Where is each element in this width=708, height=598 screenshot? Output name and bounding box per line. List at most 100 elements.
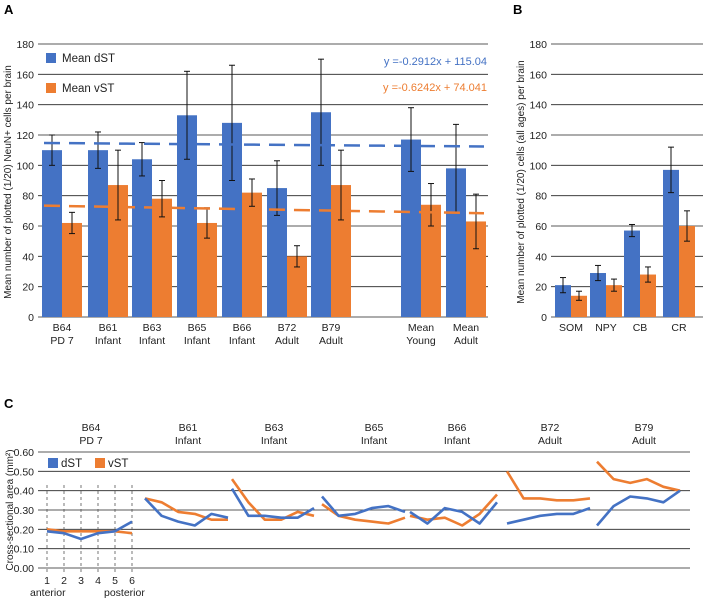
x-end-label-anterior: anterior	[30, 587, 66, 598]
y-tick-label: 60	[535, 221, 547, 233]
legend-label-vst: Mean vST	[62, 83, 114, 95]
x-tick-label: 1	[44, 575, 50, 587]
bar-vst	[331, 185, 351, 317]
group-label: Infant	[444, 435, 470, 447]
y-tick-label: 160	[16, 69, 34, 81]
y-tick-label: 160	[529, 69, 547, 81]
y-tick-label: 0.50	[14, 466, 35, 478]
y-tick-label: 80	[535, 191, 547, 203]
trendline-equation-dst: y =-0.2912x + 115.04	[384, 56, 487, 68]
bar-vst	[287, 256, 307, 317]
y-tick-label: 0	[28, 312, 34, 324]
panel-label-c: C	[4, 396, 14, 411]
y-tick-label: 100	[529, 160, 547, 172]
x-tick-label: PD 7	[50, 335, 74, 347]
legend-label-vst: vST	[108, 458, 128, 470]
y-tick-label: 120	[16, 130, 34, 142]
trendline-equation-vst: y =-0.6242x + 74.041	[383, 82, 487, 94]
y-tick-label: 0.40	[14, 486, 35, 498]
bar-dst	[267, 188, 287, 317]
bar-dst	[222, 122, 242, 317]
x-tick-label: B79	[322, 322, 341, 334]
line-dst	[46, 520, 133, 541]
x-tick-label: Young	[406, 335, 436, 347]
x-tick-label: NPY	[595, 322, 617, 334]
bar-dst	[177, 115, 197, 318]
bar-vst	[679, 226, 695, 317]
x-tick-label: Adult	[319, 335, 343, 347]
y-tick-label: 0.30	[14, 505, 35, 517]
line-dst	[409, 501, 499, 525]
y-tick-label: 0.00	[14, 563, 35, 575]
line-dst	[596, 489, 681, 527]
y-tick-label: 180	[529, 39, 547, 51]
x-tick-label: 2	[61, 575, 67, 587]
line-dst	[321, 495, 406, 518]
x-tick-label: B65	[188, 322, 207, 334]
legend-swatch-vst	[95, 458, 105, 468]
bar-vst	[571, 295, 587, 317]
y-tick-label: 20	[535, 282, 547, 294]
x-tick-label: 4	[95, 575, 101, 587]
y-tick-label: 0.60	[14, 447, 35, 459]
bar-vst	[466, 221, 486, 317]
y-axis-title: Mean number of plotted (1/20) cells (all…	[516, 60, 527, 303]
line-vst	[409, 493, 498, 527]
group-label: B79	[635, 422, 654, 434]
legend-swatch-dst	[46, 53, 56, 63]
group-label: B61	[179, 422, 198, 434]
bar-dst	[555, 285, 571, 317]
line-dst	[230, 488, 315, 520]
group-label: Adult	[538, 435, 562, 447]
group-label: PD 7	[79, 435, 103, 447]
group-label: Infant	[261, 435, 287, 447]
group-label: B65	[365, 422, 384, 434]
line-vst	[505, 470, 591, 502]
group-label: B63	[265, 422, 284, 434]
panel-label-a: A	[4, 2, 14, 17]
bar-vst	[62, 222, 82, 317]
y-tick-label: 40	[535, 251, 547, 263]
bar-dst	[42, 150, 62, 317]
group-label: B64	[82, 422, 101, 434]
y-tick-label: 0.10	[14, 544, 35, 556]
legend-label-dst: dST	[61, 458, 82, 470]
x-tick-label: B63	[143, 322, 162, 334]
line-vst	[144, 497, 228, 522]
x-tick-label: B66	[233, 322, 252, 334]
x-tick-label: 3	[78, 575, 84, 587]
bar-dst	[311, 112, 331, 317]
x-tick-label: CB	[633, 322, 648, 334]
bar-dst	[446, 168, 466, 317]
y-tick-label: 140	[529, 100, 547, 112]
y-tick-label: 100	[16, 160, 34, 172]
x-tick-label: B64	[53, 322, 72, 334]
y-tick-label: 0	[541, 312, 547, 324]
x-tick-label: 6	[129, 575, 135, 587]
x-tick-label: Mean	[453, 322, 479, 334]
group-label: Infant	[175, 435, 201, 447]
y-axis-title: Cross-sectional area (mm²)	[5, 449, 16, 570]
line-vst	[230, 478, 315, 522]
bar-vst	[242, 192, 262, 317]
line-dst	[506, 506, 591, 525]
bar-dst	[663, 169, 679, 317]
bar-vst	[197, 222, 217, 317]
x-tick-label: Infant	[184, 335, 210, 347]
y-tick-label: 60	[22, 221, 34, 233]
x-tick-label: Infant	[229, 335, 255, 347]
bar-dst	[401, 139, 421, 317]
bar-dst	[132, 159, 152, 317]
x-tick-label: B61	[99, 322, 118, 334]
bar-vst	[640, 274, 656, 317]
x-tick-label: Adult	[275, 335, 299, 347]
y-tick-label: 140	[16, 100, 34, 112]
legend-swatch-vst	[46, 83, 56, 93]
group-label: Infant	[361, 435, 387, 447]
bar-vst	[108, 185, 128, 317]
x-tick-label: B72	[278, 322, 297, 334]
bar-vst	[421, 204, 441, 317]
group-label: B66	[448, 422, 467, 434]
bar-vst	[152, 198, 172, 317]
